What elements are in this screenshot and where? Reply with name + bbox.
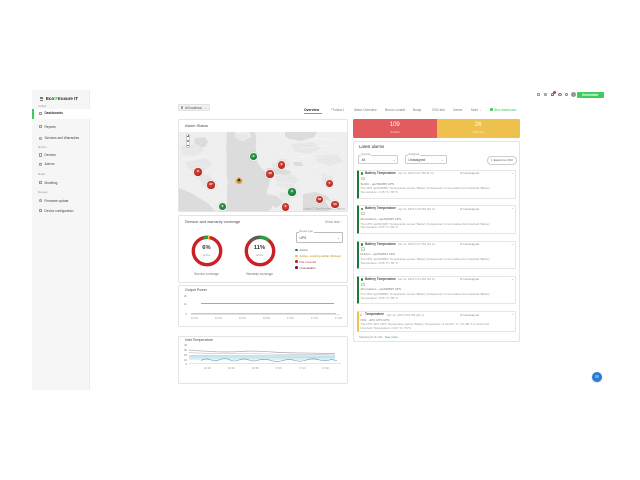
svg-text:Leaflet | © OpenStreetMap cont: Leaflet | © OpenStreetMap contributors (303, 207, 345, 210)
